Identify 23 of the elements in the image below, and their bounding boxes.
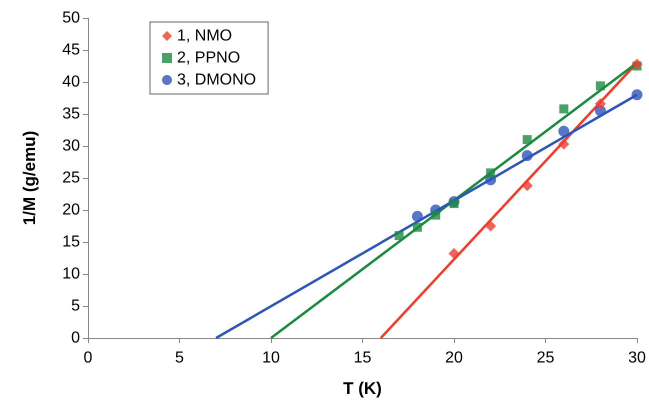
y-tick-label: 50 [62,10,80,26]
y-tick-label: 35 [62,106,80,122]
legend-label: 1, NMO [177,28,232,44]
x-axis-title: T (K) [343,379,382,398]
y-tick-label: 40 [62,74,80,90]
legend-label: 2, PPNO [177,50,240,66]
x-tick-label: 20 [445,350,463,366]
y-tick-label: 20 [62,202,80,218]
y-tick-label: 45 [62,42,80,58]
y-tick-label: 15 [62,234,80,250]
x-tick-label: 30 [628,350,646,366]
x-tick-label: 0 [84,350,93,366]
y-axis-title: 1/M (g/emu) [20,130,39,226]
y-tick-label: 30 [62,138,80,154]
y-tick-label: 25 [62,170,80,186]
x-tick-label: 10 [262,350,280,366]
y-tick-label: 0 [71,330,80,346]
legend-label: 3, DMONO [177,72,256,88]
y-tick-label: 5 [71,298,80,314]
y-tick-label: 10 [62,266,80,282]
x-tick-label: 25 [536,350,554,366]
x-tick-label: 5 [175,350,184,366]
x-tick-label: 15 [354,350,372,366]
